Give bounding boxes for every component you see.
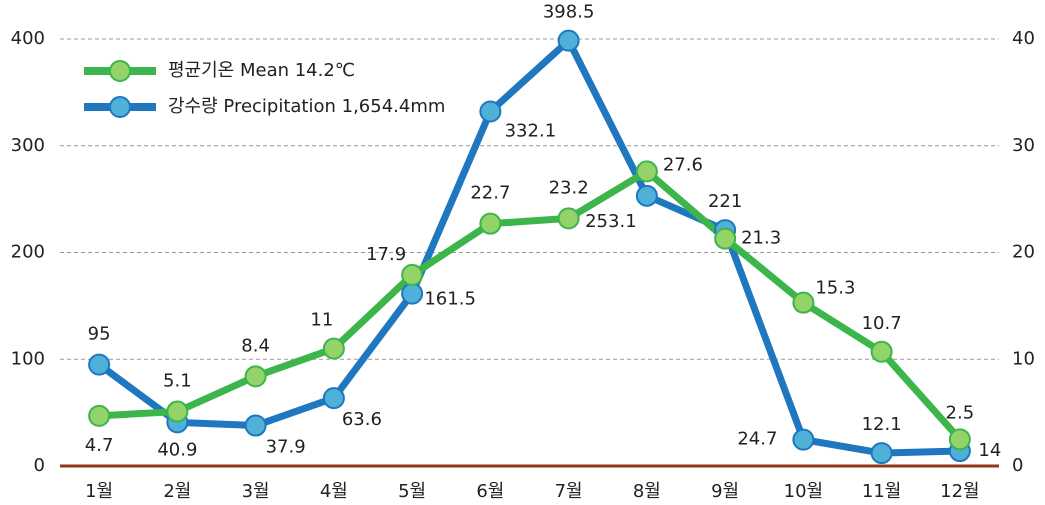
y-tick-label: 400 xyxy=(11,28,45,49)
data-label: 12.1 xyxy=(862,414,902,435)
marker xyxy=(792,428,815,451)
marker xyxy=(557,29,580,52)
data-label: 37.9 xyxy=(266,437,306,458)
x-tick-label: 10월 xyxy=(784,481,823,502)
line xyxy=(98,167,963,442)
legend-label: 평균기온 Mean 14.2℃ xyxy=(168,60,355,81)
y-tick-label: 100 xyxy=(11,348,45,369)
data-label: 5.1 xyxy=(163,371,192,392)
y2-tick-label: 0 xyxy=(1012,455,1023,476)
data-label: 4.7 xyxy=(85,435,114,456)
data-label: 95 xyxy=(88,324,111,345)
marker xyxy=(870,340,893,363)
y2-tick-label: 30 xyxy=(1012,135,1035,156)
data-label: 15.3 xyxy=(815,278,855,299)
marker xyxy=(948,428,971,451)
y-tick-label: 0 xyxy=(34,455,45,476)
marker xyxy=(870,442,893,465)
x-tick-label: 9월 xyxy=(711,481,739,502)
data-label: 14 xyxy=(978,440,1001,461)
marker xyxy=(792,291,815,314)
marker xyxy=(244,414,267,437)
data-label: 253.1 xyxy=(585,211,637,232)
data-label: 10.7 xyxy=(862,313,902,334)
marker xyxy=(401,282,424,305)
data-label: 24.7 xyxy=(737,429,777,450)
x-tick-label: 3월 xyxy=(242,481,270,502)
marker xyxy=(714,227,737,250)
marker xyxy=(88,353,111,376)
data-label: 17.9 xyxy=(366,244,406,265)
x-tick-label: 12월 xyxy=(940,481,979,502)
marker xyxy=(401,263,424,286)
x-tick-label: 1월 xyxy=(85,481,113,502)
marker xyxy=(322,387,345,410)
marker xyxy=(557,207,580,230)
data-label: 161.5 xyxy=(424,289,476,310)
marker xyxy=(635,160,658,183)
marker xyxy=(166,400,189,423)
y-tick-label: 300 xyxy=(11,135,45,156)
marker xyxy=(322,337,345,360)
data-label: 21.3 xyxy=(741,228,781,249)
y2-tick-label: 20 xyxy=(1012,242,1035,263)
x-tick-label: 8월 xyxy=(633,481,661,502)
data-label: 332.1 xyxy=(505,120,557,141)
x-tick-label: 5월 xyxy=(398,481,426,502)
data-label: 2.5 xyxy=(946,402,975,423)
data-label: 27.6 xyxy=(663,154,703,175)
data-label: 11 xyxy=(310,310,333,331)
data-label: 221 xyxy=(708,191,742,212)
x-tick-label: 4월 xyxy=(320,481,348,502)
x-tick-label: 2월 xyxy=(163,481,191,502)
marker xyxy=(479,212,502,235)
data-label: 63.6 xyxy=(342,409,382,430)
data-label: 23.2 xyxy=(549,177,589,198)
data-label: 398.5 xyxy=(543,2,595,23)
legend-marker xyxy=(109,60,131,82)
y-tick-label: 200 xyxy=(11,242,45,263)
marker xyxy=(635,184,658,207)
marker xyxy=(88,404,111,427)
y2-tick-label: 40 xyxy=(1012,28,1035,49)
line xyxy=(97,37,960,457)
data-label: 8.4 xyxy=(241,335,270,356)
data-label: 40.9 xyxy=(157,439,197,460)
marker xyxy=(479,100,502,123)
x-tick-label: 6월 xyxy=(476,481,504,502)
x-tick-label: 7월 xyxy=(555,481,583,502)
data-label: 22.7 xyxy=(470,183,510,204)
x-tick-label: 11월 xyxy=(862,481,901,502)
legend-label: 강수량 Precipitation 1,654.4mm xyxy=(168,96,445,117)
y2-tick-label: 10 xyxy=(1012,348,1035,369)
legend-marker xyxy=(109,96,131,118)
marker xyxy=(244,365,267,388)
